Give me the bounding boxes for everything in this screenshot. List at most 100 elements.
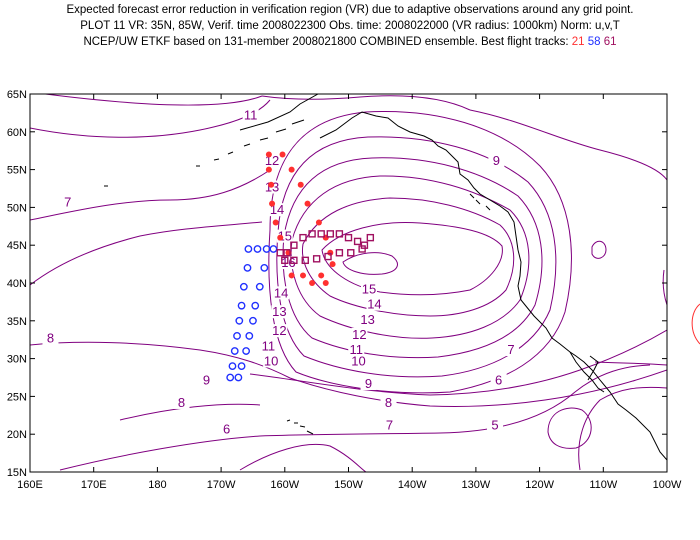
contour-label-bg (360, 282, 377, 296)
contour-label-bg (380, 395, 397, 409)
contour-label: 14 (274, 285, 288, 300)
bc-islands (469, 193, 491, 211)
lat-tick-label: 20N (7, 429, 27, 441)
contour-label: 13 (360, 312, 374, 327)
flight-tracks (226, 151, 375, 382)
contour-label: 11 (349, 342, 363, 357)
contour-label-bg (502, 343, 519, 357)
track-21-point (279, 151, 286, 158)
track-61-point (290, 256, 298, 265)
contour-label: 10 (264, 353, 278, 368)
lon-tick-label: 180 (148, 479, 166, 491)
track-21-point (288, 166, 295, 173)
lat-tick-label: 30N (7, 354, 27, 366)
contour-13 (290, 175, 530, 339)
aleutian-islands (104, 119, 305, 187)
track-21-point (268, 181, 275, 188)
track-21-point (315, 219, 322, 226)
contour-label: 8 (385, 395, 392, 410)
contour-labels: 1112131415161413121110987867891011121314… (42, 108, 519, 436)
track-61-point (326, 230, 334, 238)
hawaii-islands (286, 419, 314, 435)
contour-label-bg (360, 377, 377, 391)
lon-tick-label: 150W (334, 479, 363, 491)
contour-label: 6 (495, 372, 502, 387)
contour-label: 15 (362, 282, 376, 297)
track-61-point (360, 241, 369, 249)
lat-tick-label: 35N (7, 316, 27, 328)
contour-label: 8 (178, 395, 185, 410)
contour-9 (30, 94, 667, 396)
lon-tick-label: 120W (525, 479, 554, 491)
track-58-point (239, 282, 248, 291)
track-61-point (366, 233, 375, 242)
lon-tick-label: 160E (17, 479, 43, 491)
track-21-point (297, 181, 304, 188)
title-line-3: NCEP/UW ETKF based on 131-member 2008021… (0, 36, 700, 48)
contour-12 (282, 157, 543, 359)
contour-small-ring (591, 240, 607, 259)
map-frame (29, 93, 668, 473)
track-61-point (301, 256, 309, 265)
track-61-point (335, 230, 344, 238)
track-58-point (244, 245, 253, 253)
track-61-point (353, 237, 362, 246)
track-58-point (233, 332, 241, 340)
lat-tick-label: 65N (7, 89, 27, 101)
contour-lines (30, 94, 667, 472)
lon-tick-label: 140W (398, 479, 427, 491)
title-line-1: Expected forecast error reduction in ver… (66, 4, 634, 16)
lon-tick-label: 170W (207, 479, 236, 491)
track-58-point (237, 362, 246, 371)
contour-label-bg (260, 339, 277, 353)
contour-label-bg (271, 324, 288, 338)
contour-label-bg (218, 422, 235, 436)
contour-label: 13 (272, 304, 286, 319)
contour-11-top (261, 95, 471, 111)
track-21-point (329, 261, 336, 268)
contour-label-bg (173, 395, 190, 409)
track-61-point (281, 256, 289, 265)
track-61-point (335, 249, 344, 257)
contour-label-bg (490, 373, 507, 387)
track-21-point (288, 272, 295, 279)
track-61-point (317, 230, 325, 238)
track-58-point (249, 316, 257, 325)
track-58-point (253, 245, 262, 253)
track-58-point (237, 301, 246, 310)
contour-label: 7 (507, 342, 514, 357)
contour-label-bg (198, 373, 215, 387)
track-21-point (265, 166, 272, 173)
track-58-point (230, 347, 239, 355)
track-61-point (358, 245, 366, 253)
contour-16 (342, 252, 398, 275)
track-21-point (309, 280, 316, 286)
contour-7-low (59, 364, 651, 471)
track-21-point (300, 272, 306, 279)
coastline (104, 94, 667, 461)
contour-label: 12 (272, 323, 286, 338)
contour-8 (30, 341, 667, 421)
contour-label: 9 (203, 372, 210, 387)
track-61-point (344, 233, 353, 242)
lat-tick-label: 25N (7, 391, 27, 403)
track-21-point (327, 249, 334, 256)
contour-11 (276, 136, 557, 378)
right-edge-arc (691, 303, 700, 345)
contour-label: 11 (262, 338, 276, 353)
track-58-point (260, 263, 269, 272)
track-58-point (245, 332, 254, 340)
track-58-point (235, 316, 244, 325)
track-61-point (308, 230, 316, 238)
track-21-point (265, 151, 272, 158)
track-21-point (304, 200, 311, 207)
track-58-point (228, 362, 237, 371)
contour-label: 7 (386, 418, 393, 433)
contour-label-bg (359, 312, 376, 326)
lat-tick-label: 15N (7, 467, 27, 479)
title-line-2: PLOT 11 VR: 35N, 85W, Verif. time 200802… (80, 20, 620, 32)
title-line-3-text: NCEP/UW ETKF based on 131-member 2008021… (83, 36, 569, 48)
track-61-point (312, 255, 321, 263)
lat-tick-label: 55N (7, 165, 27, 177)
